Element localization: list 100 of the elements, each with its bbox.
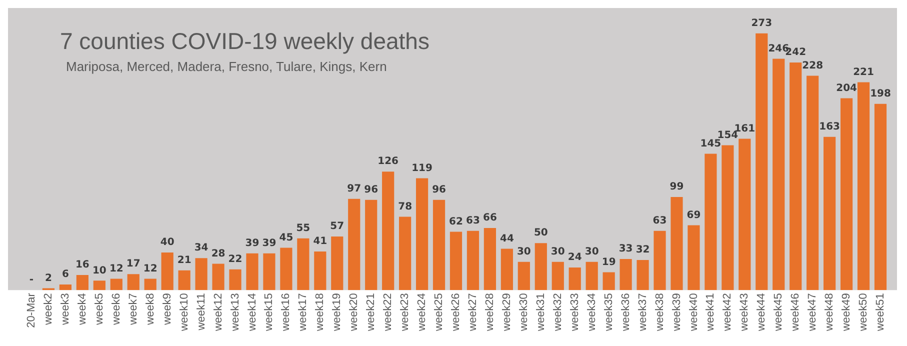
- data-label: 50: [534, 228, 548, 239]
- bar: [331, 236, 344, 290]
- data-label: 40: [160, 237, 174, 248]
- data-label: 119: [412, 162, 433, 174]
- data-label: 63: [466, 215, 480, 226]
- chart-title: 7 counties COVID-19 weekly deaths: [60, 28, 430, 55]
- bar: [212, 264, 224, 290]
- data-label: 12: [143, 263, 158, 274]
- x-tick-label: week6: [110, 293, 122, 326]
- bar: [518, 262, 530, 290]
- data-label: 154: [717, 130, 738, 141]
- bar: [195, 258, 208, 290]
- data-label: 97: [347, 183, 362, 194]
- data-label: 96: [432, 184, 446, 196]
- x-tick-label: week10: [178, 293, 190, 332]
- bar: [416, 178, 428, 290]
- x-tick-label: week11: [195, 293, 208, 332]
- bar: [466, 230, 480, 290]
- data-label: 10: [92, 265, 106, 276]
- bar: [654, 230, 666, 290]
- data-label: 33: [618, 244, 633, 255]
- bar: [76, 275, 88, 290]
- bar: [280, 248, 292, 290]
- data-label: 57: [330, 221, 344, 232]
- x-tick-label: week45: [772, 293, 785, 332]
- data-label: 30: [584, 246, 599, 258]
- bar: [670, 197, 683, 290]
- x-tick-label: week36: [620, 293, 632, 332]
- x-tick-label: week49: [840, 293, 853, 332]
- x-tick-label: week15: [263, 293, 276, 332]
- data-label: 96: [364, 184, 378, 196]
- x-tick-label: week50: [858, 293, 870, 332]
- bar: [722, 145, 734, 290]
- data-label: 12: [109, 263, 124, 274]
- x-tick-label: week9: [161, 293, 174, 326]
- data-label: 273: [751, 18, 772, 29]
- bar: [59, 284, 72, 290]
- data-label: 163: [819, 121, 840, 132]
- bar: [857, 82, 870, 290]
- bar: [738, 138, 751, 290]
- bar: [772, 58, 785, 290]
- bar: [840, 98, 853, 290]
- x-tick-label: week30: [518, 293, 530, 332]
- x-tick-label: week17: [297, 293, 310, 332]
- data-label: 39: [262, 238, 276, 250]
- data-label: 30: [550, 246, 565, 258]
- x-tick-label: week28: [484, 293, 496, 332]
- data-label: 69: [686, 210, 701, 221]
- data-label: 63: [652, 215, 667, 226]
- data-label: 126: [378, 156, 399, 168]
- data-label: 41: [313, 236, 328, 248]
- x-tick-label: week37: [636, 293, 649, 332]
- x-tick-label: week14: [246, 293, 258, 332]
- x-tick-label: week32: [552, 293, 564, 332]
- bar: [688, 225, 700, 290]
- x-tick-label: week27: [467, 293, 480, 332]
- x-tick-label: week21: [365, 293, 378, 332]
- bar: [620, 259, 632, 290]
- bar: [365, 200, 378, 290]
- data-label: 28: [211, 248, 226, 260]
- bar: [161, 252, 174, 290]
- text: Mariposa, Merced, Madera, Fresno, Tulare, Kings, Kern: [66, 59, 388, 74]
- data-label: 21: [177, 254, 192, 266]
- x-tick-label: week40: [688, 293, 700, 332]
- x-tick-label: week24: [416, 293, 428, 332]
- bar: [246, 253, 258, 290]
- bar: [263, 253, 276, 290]
- data-label: 99: [670, 182, 684, 193]
- x-tick-label: week39: [670, 293, 683, 332]
- x-tick-label: week18: [314, 293, 326, 332]
- bar: [636, 260, 649, 290]
- bar: [756, 33, 768, 290]
- bar: [552, 262, 564, 290]
- data-label: -: [29, 274, 34, 286]
- bar: [178, 270, 190, 290]
- x-tick-label: week20: [348, 293, 360, 332]
- data-label: 228: [802, 60, 824, 72]
- x-tick-label: week51: [874, 293, 887, 332]
- data-label: 32: [636, 244, 650, 256]
- data-label: 17: [126, 258, 140, 270]
- data-label: 16: [75, 260, 90, 271]
- data-label: 30: [516, 246, 531, 258]
- x-tick-label: week31: [534, 293, 547, 332]
- bar: [399, 216, 412, 290]
- x-tick-label: week41: [704, 293, 717, 332]
- bar: [484, 228, 496, 290]
- bar: [790, 62, 802, 290]
- bar: [297, 238, 310, 290]
- x-tick-label: week47: [806, 293, 819, 332]
- x-tick-label: week2: [42, 293, 54, 326]
- bar: [314, 252, 326, 290]
- data-label: 39: [245, 238, 260, 250]
- x-tick-label: week26: [450, 293, 462, 332]
- x-tick-label: week29: [500, 293, 513, 332]
- x-tick-label: week16: [280, 293, 292, 332]
- x-tick-label: week25: [433, 293, 446, 332]
- bar: [127, 274, 140, 290]
- x-tick-label: week38: [654, 293, 666, 332]
- bar: [382, 172, 394, 290]
- data-label: 44: [500, 233, 514, 244]
